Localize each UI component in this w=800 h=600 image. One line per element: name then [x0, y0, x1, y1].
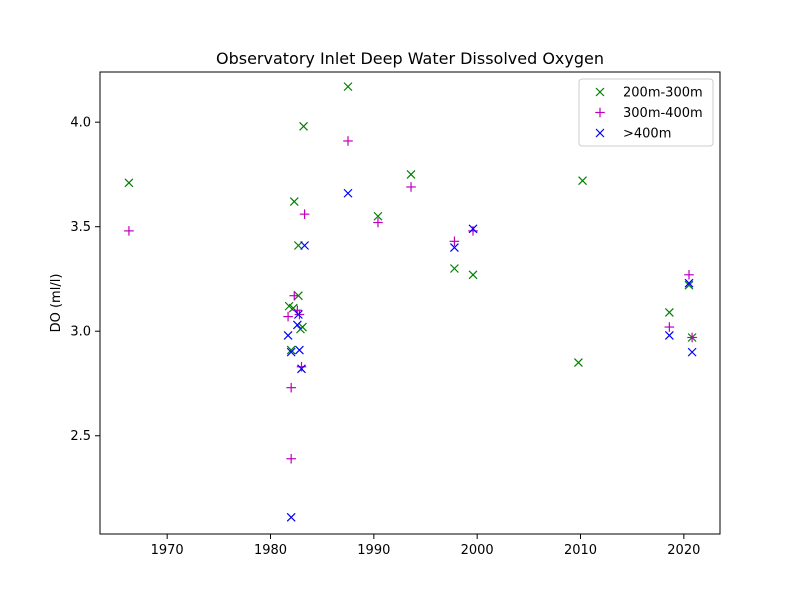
data-point [124, 226, 134, 236]
data-point [406, 170, 416, 179]
data-point [283, 330, 293, 340]
data-point [578, 176, 587, 186]
data-point [664, 322, 675, 332]
data-point [684, 280, 694, 290]
data-point [286, 345, 296, 355]
data-point [289, 290, 300, 301]
data-point [296, 361, 307, 372]
data-point [468, 224, 478, 234]
data-point [286, 453, 296, 464]
data-point [289, 197, 299, 207]
data-point [286, 347, 296, 357]
legend-marker [595, 87, 605, 97]
data-point [343, 188, 353, 198]
data-points [124, 82, 697, 522]
y-tick-label: 3.0 [70, 325, 91, 340]
legend-entry: 300m-400m [595, 106, 703, 121]
legend-label: 200m-300m [623, 86, 703, 101]
data-point [687, 332, 697, 343]
legend-box [578, 78, 714, 147]
data-point [343, 136, 353, 146]
data-point [664, 307, 674, 317]
data-point [294, 309, 305, 320]
legend-marker [595, 128, 605, 138]
y-axis-label: DO (ml/l) [49, 274, 64, 333]
data-point [299, 209, 310, 219]
y-tick-label: 3.5 [70, 220, 91, 235]
data-point [450, 243, 459, 253]
data-point [284, 301, 294, 311]
data-point [664, 330, 674, 340]
data-point [297, 364, 306, 374]
data-point [299, 121, 308, 131]
y-tick-label: 4.0 [70, 116, 91, 131]
legend: 200m-300m 300m-400m >400m [578, 78, 714, 147]
y-axis: 2.5 3.0 3.5 4.0 [70, 116, 100, 444]
legend-label: 300m-400m [623, 106, 703, 121]
legend-marker [595, 107, 605, 118]
axes-frame [99, 71, 721, 535]
x-tick-label: 2010 [564, 543, 597, 558]
data-point [450, 264, 459, 273]
data-point [574, 358, 583, 368]
x-axis: 1970 1980 1990 2000 2010 2020 [151, 534, 700, 558]
chart-title: Observatory Inlet Deep Water Dissolved O… [216, 49, 604, 68]
plot-area: 1970 1980 1990 2000 2010 2020 2.5 3.0 3.5 4.0 [70, 71, 721, 558]
x-tick-label: 1980 [254, 543, 287, 558]
data-point [468, 226, 478, 236]
legend-entry: 200m-300m [595, 86, 703, 101]
data-point [286, 512, 296, 522]
data-point [300, 241, 310, 250]
data-point [373, 211, 383, 221]
data-point [406, 182, 416, 192]
data-point [293, 241, 303, 250]
data-point [343, 82, 353, 92]
data-point [283, 311, 293, 322]
data-point [373, 217, 383, 228]
data-point [468, 270, 478, 280]
legend-entry: >400m [595, 127, 671, 142]
y-tick-label: 2.5 [70, 429, 91, 444]
x-tick-label: 2000 [461, 543, 494, 558]
x-tick-label: 1990 [357, 543, 390, 558]
data-point [286, 382, 296, 393]
data-point [124, 178, 134, 188]
data-point [449, 236, 460, 247]
data-point [298, 322, 307, 332]
x-tick-label: 2020 [667, 543, 700, 558]
data-point [295, 345, 304, 355]
x-tick-label: 1970 [151, 543, 184, 558]
legend-label: >400m [623, 127, 671, 142]
data-point [687, 347, 697, 357]
data-point [684, 269, 694, 280]
data-point [293, 310, 303, 319]
data-point [684, 278, 694, 288]
data-point [292, 320, 302, 330]
